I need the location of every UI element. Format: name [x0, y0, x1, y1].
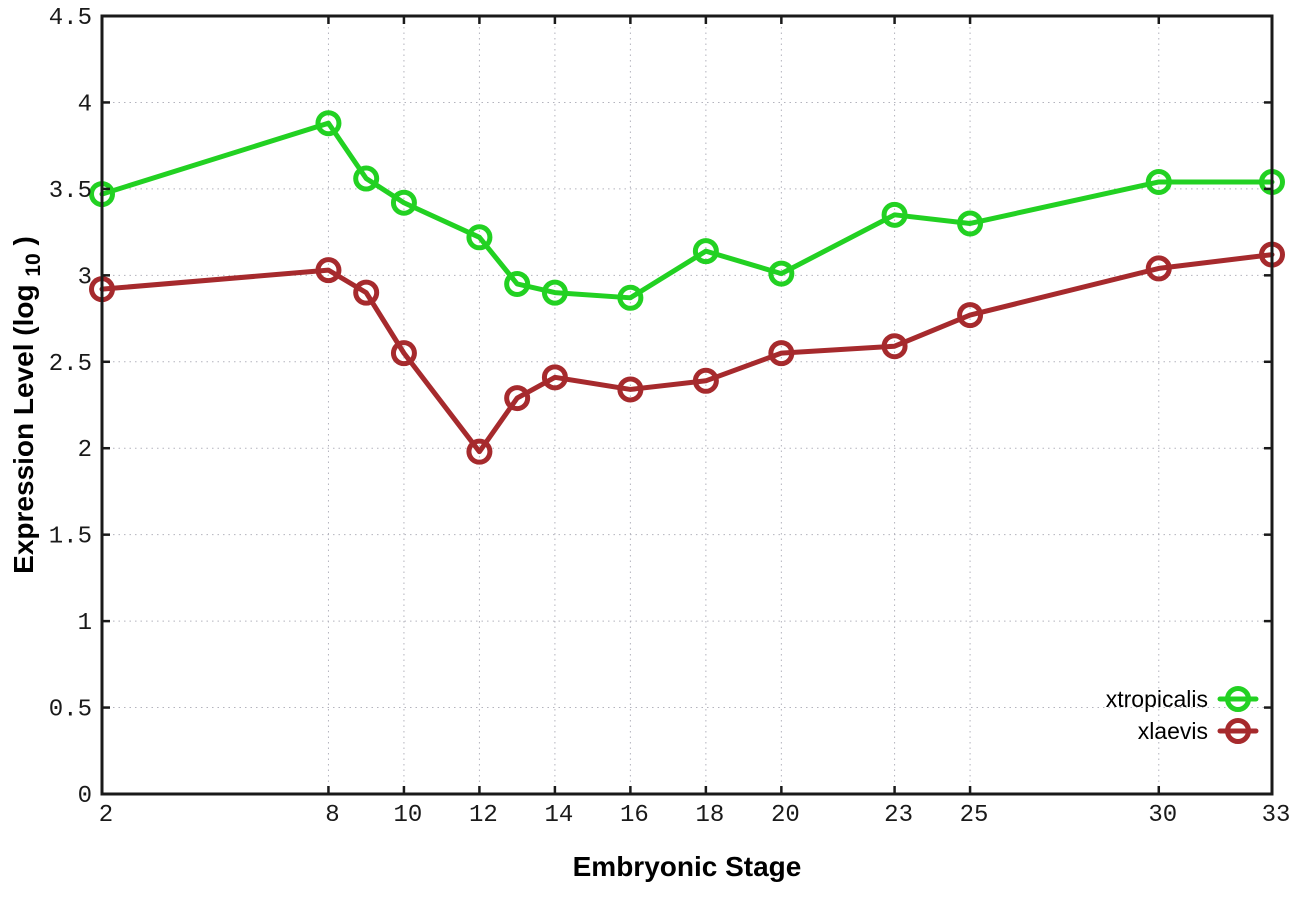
- data-point-xlaevis: [315, 257, 342, 284]
- x-tick-label: 2: [99, 802, 113, 829]
- legend-marker-xlaevis: [1225, 718, 1251, 744]
- data-point-xtropicalis: [541, 279, 568, 306]
- y-tick-label: 0: [78, 783, 92, 810]
- y-tick-label: 4: [78, 91, 92, 118]
- y-tick-label: 1.5: [49, 524, 92, 551]
- data-point-xlaevis: [541, 364, 568, 391]
- y-tick-label: 2: [78, 437, 92, 464]
- x-tick-label: 18: [695, 802, 724, 829]
- x-tick-label: 14: [544, 802, 573, 829]
- gridlines: [101, 15, 1273, 795]
- data-point-xtropicalis: [768, 260, 795, 287]
- legend: xtropicalis xlaevis: [1106, 686, 1259, 744]
- x-tick-label: 30: [1148, 802, 1177, 829]
- data-point-xlaevis: [390, 340, 417, 367]
- data-point-xtropicalis: [1145, 168, 1172, 195]
- y-tick-label: 0.5: [49, 697, 92, 724]
- data-point-xlaevis: [504, 385, 531, 412]
- x-tick-label: 16: [620, 802, 649, 829]
- data-point-xlaevis: [1145, 255, 1172, 282]
- plot-border: [100, 14, 1274, 796]
- data-point-xlaevis: [617, 376, 644, 403]
- x-tick-label: 10: [394, 802, 423, 829]
- x-axis-title: Embryonic Stage: [573, 851, 802, 882]
- data-point-xlaevis: [881, 333, 908, 360]
- tick-labels: 2 8 10 12 14 16 18 20 23 25 30 33 0 0.5 1 1.5 2 2.5 3 3.5 4 4…: [49, 5, 1291, 829]
- axes: [100, 14, 1274, 796]
- data-series: [89, 110, 1285, 465]
- x-tick-label: 8: [325, 802, 339, 829]
- y-tick-label: 1: [78, 610, 92, 637]
- data-point-xtropicalis: [315, 110, 342, 137]
- data-point-xtropicalis: [466, 224, 493, 251]
- legend-marker-xtropicalis: [1225, 686, 1251, 712]
- y-tick-label: 4.5: [49, 5, 92, 32]
- series-line-xtropicalis: [99, 120, 1275, 301]
- data-point-xtropicalis: [692, 238, 719, 265]
- y-tick-label: 3.5: [49, 178, 92, 205]
- x-tick-label: 12: [469, 802, 498, 829]
- y-axis-title-main: Expression Level (log: [8, 284, 39, 573]
- y-tick-label: 3: [78, 264, 92, 291]
- x-tick-label: 23: [884, 802, 913, 829]
- x-tick-label: 33: [1262, 802, 1291, 829]
- data-point-xlaevis: [466, 438, 493, 465]
- data-point-xlaevis: [353, 279, 380, 306]
- legend-label-xtropicalis: xtropicalis: [1106, 686, 1208, 712]
- data-point-xtropicalis: [881, 201, 908, 228]
- x-tick-label: 20: [771, 802, 800, 829]
- data-point-xtropicalis: [957, 210, 984, 237]
- x-tick-label: 25: [960, 802, 989, 829]
- data-point-xtropicalis: [617, 284, 644, 311]
- data-point-xlaevis: [768, 340, 795, 367]
- y-axis-title-subscript: 10: [22, 253, 45, 276]
- data-point-xtropicalis: [504, 270, 531, 297]
- data-point-xtropicalis: [390, 189, 417, 216]
- legend-label-xlaevis: xlaevis: [1138, 718, 1208, 744]
- data-point-xtropicalis: [353, 165, 380, 192]
- y-tick-label: 2.5: [49, 351, 92, 378]
- y-axis-title-close: ): [8, 236, 39, 245]
- y-axis-title: Expression Level (log 10 ): [8, 236, 46, 574]
- data-point-xlaevis: [692, 367, 719, 394]
- series-line-xlaevis: [99, 252, 1275, 455]
- data-point-xlaevis: [957, 302, 984, 329]
